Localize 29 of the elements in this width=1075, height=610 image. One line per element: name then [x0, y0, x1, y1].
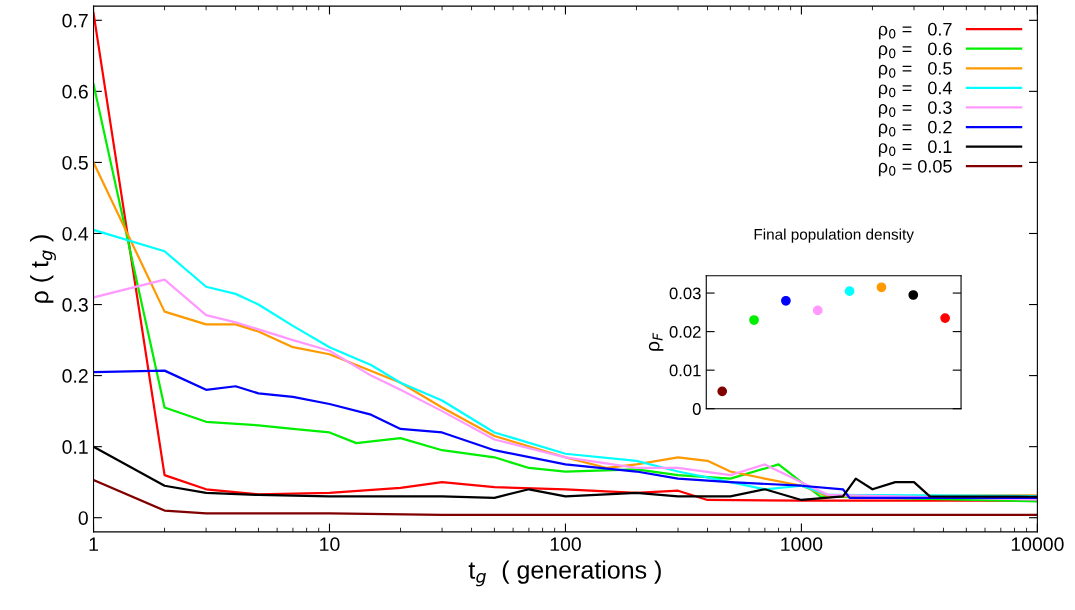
y-tick-label: 0 — [78, 511, 88, 525]
y-tick-label: 0.03 — [669, 287, 701, 300]
y-tick-label: 0.02 — [669, 326, 701, 338]
y-tick-label: 0.4 — [62, 226, 89, 241]
x-tick-label: 1 — [89, 537, 98, 551]
x-tick-label: 100 — [550, 537, 581, 552]
legend-label: ρ$_{0}$ = 0.2 — [878, 120, 952, 138]
y-tick-label: 0.6 — [62, 84, 88, 99]
x-tick-label: 1000 — [781, 537, 823, 552]
chart-title: Final population density — [754, 228, 914, 243]
y-axis-title: ρ$_{F}$ — [648, 332, 664, 351]
y-tick-label: 0.01 — [669, 364, 701, 377]
x-tick-label: 10000 — [1011, 537, 1064, 552]
x-axis-title: t$_{g}$ ( generations ) — [468, 560, 661, 587]
y-axis-title: ρ ( t$_{g}$ ) — [30, 235, 56, 303]
legend-label: ρ$_{0}$ = 0.6 — [878, 42, 952, 59]
y-tick-label: 0.7 — [62, 13, 88, 28]
legend-label: ρ$_{0}$ = 0.4 — [878, 81, 952, 98]
y-tick-label: 0.1 — [62, 440, 88, 454]
legend-label: ρ$_{0}$ = 0.3 — [878, 101, 952, 118]
y-tick-label: 0.3 — [62, 298, 88, 312]
legend-label: ρ$_{0}$ = 0.1 — [878, 140, 952, 157]
y-tick-label: 0.2 — [62, 369, 88, 383]
y-tick-label: 0 — [692, 403, 701, 415]
legend-label: ρ$_{0}$ = 0.7 — [878, 22, 952, 40]
y-tick-label: 0.5 — [62, 155, 88, 170]
legend-label: ρ$_{0}$ = 0.05 — [878, 159, 952, 177]
x-tick-label: 10 — [320, 537, 340, 552]
legend-label: ρ$_{0}$ = 0.5 — [878, 61, 952, 79]
